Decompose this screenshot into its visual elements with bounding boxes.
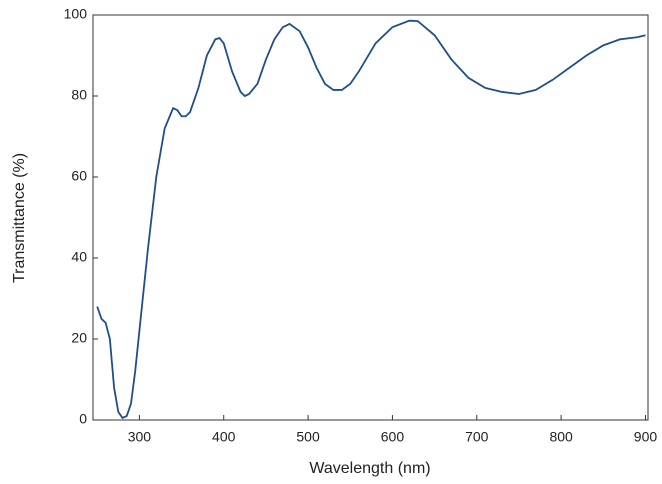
y-tick-label: 20 xyxy=(71,330,87,346)
x-axis-title: Wavelength (nm) xyxy=(309,460,430,477)
y-tick-label: 100 xyxy=(64,6,88,22)
y-axis-title: Transmittance (%) xyxy=(11,153,28,283)
x-tick-label: 300 xyxy=(128,429,152,445)
x-tick-label: 400 xyxy=(212,429,236,445)
y-tick-label: 40 xyxy=(71,249,87,265)
plot-frame xyxy=(92,14,649,421)
x-tick-label: 900 xyxy=(634,429,658,445)
x-tick-label: 500 xyxy=(296,429,320,445)
y-tick-label: 80 xyxy=(71,87,87,103)
data-line xyxy=(96,19,646,420)
y-tick-label: 0 xyxy=(79,411,87,427)
y-tick-label: 60 xyxy=(71,168,87,184)
x-tick-label: 600 xyxy=(381,429,405,445)
x-tick-label: 700 xyxy=(465,429,489,445)
x-tick-label: 800 xyxy=(549,429,573,445)
